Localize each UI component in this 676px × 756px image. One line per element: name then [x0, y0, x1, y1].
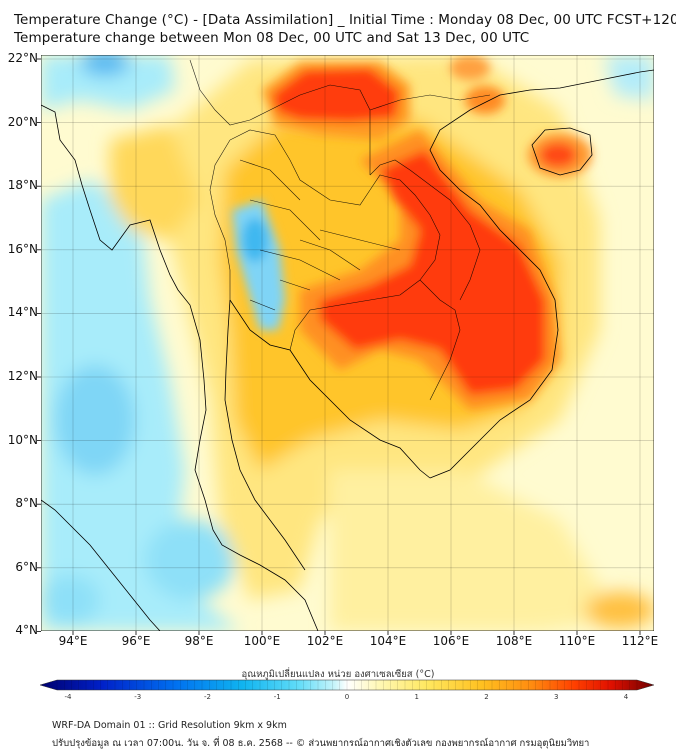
border-vietnam-china: [369, 94, 491, 111]
lat-label: 20°N: [7, 114, 38, 129]
colorbar: [39, 679, 655, 691]
border-thailand-myanmar: [209, 139, 231, 300]
lon-label: 100°E: [243, 634, 281, 648]
lat-label: 18°N: [7, 178, 38, 193]
cool-spot-south: [145, 520, 235, 600]
colorbar-tick-label: -2: [204, 693, 211, 701]
cool-spot-sw: [41, 575, 100, 625]
lat-label: 12°N: [7, 369, 38, 383]
colorbar-tick-label: -1: [273, 693, 281, 701]
colorbar-tick-label: 4: [623, 693, 629, 701]
lon-label: 104°E: [369, 634, 407, 648]
cool-spot-north: [80, 55, 130, 76]
cool-core-central: [242, 218, 268, 262]
lat-label: 4°N: [15, 623, 38, 638]
footer-domain-info: WRF-DA Domain 01 :: Grid Resolution 9km …: [52, 720, 287, 731]
lon-label: 102°E: [306, 634, 344, 648]
hot-spot-northeast: [450, 56, 490, 80]
colorbar-divisions: [56, 680, 638, 690]
map-title: Temperature Change (°C) - [Data Assimila…: [14, 12, 676, 28]
hot-core-east: [320, 150, 545, 395]
lon-label: 96°E: [121, 634, 151, 648]
lat-label: 8°N: [15, 496, 38, 511]
temperature-field: [41, 55, 654, 631]
coast-vietnam: [429, 69, 654, 479]
lat-label: 10°N: [7, 432, 38, 447]
admin-borders: [189, 59, 491, 401]
colorbar-tick-label: 3: [554, 693, 559, 701]
hot-spot-vietnam: [465, 86, 505, 114]
lon-label: 94°E: [58, 634, 88, 648]
lat-label: 22°N: [7, 51, 38, 65]
coastlines: [41, 69, 654, 631]
lat-label: 16°N: [7, 241, 38, 256]
border-thailand-laos: [229, 129, 441, 281]
colorbar-bar: [39, 679, 655, 691]
coast-gulf-thailand: [229, 299, 431, 479]
hot-core-north: [272, 68, 400, 122]
colorbar-tick-label: 2: [484, 693, 489, 701]
colorbar-tick-label: 0: [344, 693, 350, 701]
lon-label: 106°E: [432, 634, 470, 648]
lon-label: 98°E: [184, 634, 214, 648]
cool-spot-bay: [55, 365, 135, 475]
warm-region-northwest: [110, 125, 200, 240]
footer-update-info: ปรับปรุงข้อมูล ณ เวลา 07:00น. วัน จ. ที่…: [52, 738, 590, 749]
border-laos-china: [299, 84, 371, 175]
axis-ticks: [37, 58, 641, 635]
lon-label: 108°E: [495, 634, 533, 648]
graticule: [41, 55, 654, 631]
cool-region-west: [41, 180, 240, 631]
border-cambodia-vietnam: [419, 279, 461, 401]
lon-label: 112°E: [621, 634, 659, 648]
cool-region-northeast: [605, 55, 654, 100]
map-subtitle: Temperature change between Mon 08 Dec, 0…: [14, 30, 530, 46]
colorbar-tick-label: 1: [414, 693, 419, 701]
province-lines-1: [239, 159, 401, 281]
lat-label: 14°N: [7, 305, 38, 320]
coast-hainan: [531, 127, 593, 176]
coast-sumatra: [41, 499, 161, 631]
coast-myanmar-west: [41, 104, 319, 631]
lat-label: 6°N: [15, 559, 38, 574]
colorbar-tick-label: -4: [64, 693, 72, 701]
warm-spot-east: [585, 592, 654, 628]
border-thailand-cambodia: [289, 279, 421, 351]
colorbar-title: อุณหภูมิเปลี่ยนแปลง หน่วย องศาเซลเซียส (…: [241, 669, 435, 680]
lon-label: 110°E: [558, 634, 596, 648]
border-laos-vietnam: [369, 159, 481, 301]
warm-region-south-coast: [330, 470, 620, 631]
colorbar-tick-label: -3: [134, 693, 142, 701]
cool-region-north: [41, 55, 175, 110]
province-lines-2: [249, 239, 361, 311]
coast-peninsula-east: [224, 299, 306, 571]
hot-core-hainan: [540, 143, 576, 167]
border-myanmar-china: [189, 59, 301, 126]
